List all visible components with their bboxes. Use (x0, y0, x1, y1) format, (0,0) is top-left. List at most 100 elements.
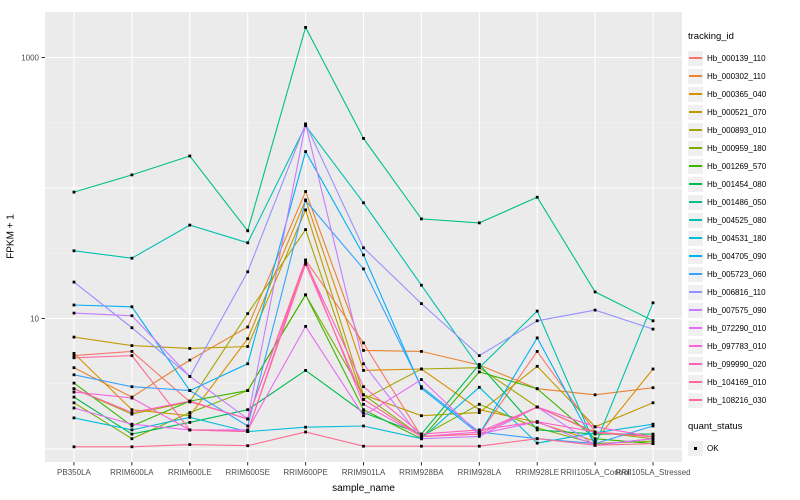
data-point (593, 439, 597, 443)
data-point (72, 354, 76, 357)
data-point (72, 311, 76, 315)
legend-swatch-line (689, 345, 702, 347)
data-point (535, 441, 539, 445)
data-point (535, 309, 539, 313)
y-axis-title: FPKM + 1 (5, 214, 17, 259)
x-tick-label: RRIM928LE (515, 468, 559, 477)
data-point (130, 408, 134, 412)
data-point (130, 385, 134, 389)
data-point (535, 195, 539, 199)
data-point (477, 430, 481, 434)
legend-label: Hb_099990_020 (707, 359, 767, 369)
data-point (593, 443, 597, 447)
data-point (304, 199, 307, 202)
data-point (304, 425, 307, 429)
data-point (72, 387, 76, 391)
data-point (593, 431, 597, 435)
legend-swatch-line (689, 93, 702, 95)
data-point (362, 369, 365, 372)
data-point (535, 405, 539, 409)
data-point (72, 416, 76, 420)
data-point (246, 229, 250, 233)
data-point (362, 362, 365, 366)
data-point (651, 422, 655, 426)
legend-swatch-line (689, 363, 702, 365)
data-point (651, 367, 655, 371)
data-point (72, 373, 76, 377)
data-point (72, 335, 76, 339)
legend-label: Hb_004705_090 (707, 251, 767, 261)
data-point (130, 326, 134, 330)
legend-swatch-line (689, 291, 702, 293)
legend-item-Hb_004705_090: Hb_004705_090 (688, 247, 800, 265)
data-point (130, 396, 134, 400)
data-point (130, 422, 134, 426)
x-tick-label: RRII105LA_Control (560, 468, 630, 477)
data-point (304, 26, 307, 29)
legend-swatch-line (689, 75, 702, 77)
data-point (362, 137, 365, 140)
legend-item-Hb_004531_180: Hb_004531_180 (688, 229, 800, 247)
data-point (246, 337, 250, 341)
data-point (420, 414, 423, 418)
data-point (130, 256, 134, 260)
data-point (535, 387, 539, 391)
data-point (304, 208, 307, 212)
legend-swatch-line (689, 57, 702, 59)
data-point (651, 442, 655, 445)
legend-swatch-line (689, 165, 702, 167)
legend-item-Hb_001269_570: Hb_001269_570 (688, 157, 800, 175)
data-point (362, 408, 365, 412)
data-point (246, 345, 250, 348)
legend-key (688, 50, 703, 66)
x-tick-label: RRII105LA_Stressed (615, 468, 690, 477)
data-point (420, 432, 423, 436)
legend-item-Hb_000893_010: Hb_000893_010 (688, 121, 800, 139)
data-point (535, 428, 539, 432)
data-point (130, 424, 134, 428)
legend-title-tracking-id: tracking_id (688, 31, 734, 42)
data-point (477, 221, 481, 225)
legend-label: Hb_000365_040 (707, 89, 767, 99)
data-point (246, 430, 250, 433)
legend-item-Hb_099990_020: Hb_099990_020 (688, 355, 800, 373)
legend-item-Hb_108216_030: Hb_108216_030 (688, 391, 800, 409)
legend-key (688, 68, 703, 84)
x-tick-label: RRIM600PE (283, 468, 327, 477)
legend-item-Hb_006816_110: Hb_006816_110 (688, 283, 800, 301)
data-point (535, 319, 539, 323)
data-point (535, 364, 539, 368)
data-point (362, 349, 365, 352)
data-point (362, 424, 365, 428)
legend-label: Hb_097783_010 (707, 341, 767, 351)
legend-label: Hb_000521_070 (707, 107, 767, 117)
x-tick-label: PB350LA (57, 468, 91, 477)
data-point (130, 445, 134, 449)
data-point (477, 444, 481, 448)
data-point (362, 444, 365, 448)
y-tick-label: 1000 (21, 53, 39, 62)
legend-key (688, 212, 703, 228)
data-point (651, 327, 655, 331)
legend-label: Hb_072290_010 (707, 323, 767, 333)
data-point (130, 173, 134, 177)
legend-item-Hb_000365_040: Hb_000365_040 (688, 85, 800, 103)
data-point (304, 430, 307, 434)
legend-key (688, 356, 703, 372)
legend-label: OK (707, 443, 719, 453)
legend-label: Hb_000959_180 (707, 143, 767, 153)
data-point (304, 369, 307, 372)
data-point (72, 406, 76, 410)
x-tick-label: RRIM928LA (458, 468, 502, 477)
legend-key (688, 338, 703, 354)
data-point (362, 201, 365, 205)
x-tick-label: RRIM928BA (399, 468, 444, 477)
data-point (246, 312, 250, 315)
legend-key (688, 122, 703, 138)
data-point (477, 370, 481, 374)
data-point (651, 435, 655, 438)
data-point (130, 350, 134, 353)
data-point (72, 401, 76, 405)
legend-key (688, 392, 703, 408)
data-point (593, 393, 597, 397)
